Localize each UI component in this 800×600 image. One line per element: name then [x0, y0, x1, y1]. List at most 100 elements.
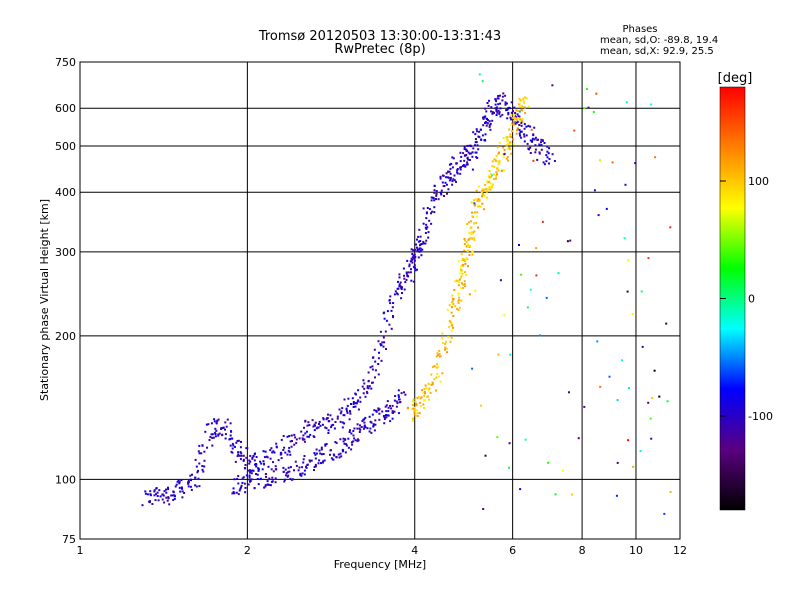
data-point — [324, 426, 327, 429]
data-point — [473, 239, 476, 241]
data-point — [499, 94, 501, 97]
data-point — [475, 189, 478, 192]
data-point — [420, 396, 423, 399]
data-point — [262, 460, 265, 463]
data-point — [468, 152, 471, 155]
data-point — [521, 118, 524, 121]
data-point — [463, 243, 466, 245]
data-point — [423, 390, 426, 393]
data-point — [195, 485, 198, 488]
data-point — [484, 122, 486, 124]
noise-point — [508, 442, 511, 445]
data-point — [284, 478, 286, 481]
data-point — [514, 116, 517, 119]
data-point — [418, 396, 421, 398]
data-point — [414, 414, 417, 417]
data-point — [187, 481, 189, 484]
noise-point — [624, 183, 627, 186]
data-point — [514, 112, 517, 114]
data-point — [361, 420, 364, 423]
phase-box-line-o: mean, sd,O: -89.8, 19.4 — [600, 35, 718, 46]
data-point — [270, 468, 273, 471]
data-point — [449, 167, 452, 170]
data-point — [315, 452, 318, 455]
data-point — [490, 172, 492, 175]
data-point — [475, 151, 478, 154]
data-point — [525, 125, 528, 128]
data-point — [179, 490, 182, 493]
noise-point — [583, 405, 586, 408]
data-point — [495, 114, 498, 116]
data-point — [167, 488, 170, 491]
data-point — [431, 210, 434, 213]
data-point — [346, 411, 349, 414]
data-point — [412, 249, 415, 252]
noise-point — [632, 465, 635, 468]
data-point — [469, 144, 472, 147]
data-point — [448, 170, 451, 173]
data-point — [450, 336, 453, 339]
data-point — [444, 346, 447, 349]
data-point — [529, 152, 532, 154]
data-point — [364, 416, 367, 419]
data-point — [436, 352, 439, 355]
data-point — [463, 146, 466, 149]
chart-subtitle: RwPretec (8p) — [334, 42, 425, 57]
data-point — [502, 169, 505, 172]
data-point — [334, 421, 337, 423]
data-point — [358, 431, 361, 433]
noise-point — [597, 214, 600, 217]
data-point — [505, 157, 508, 160]
data-point — [187, 479, 190, 482]
data-point — [268, 483, 271, 486]
data-point — [543, 142, 546, 144]
data-point — [370, 387, 373, 390]
data-point — [303, 438, 306, 441]
data-point — [149, 494, 152, 497]
data-point — [269, 449, 272, 452]
data-point — [287, 449, 290, 452]
data-point — [441, 337, 444, 340]
data-point — [206, 446, 208, 449]
data-point — [463, 283, 466, 286]
data-point — [489, 186, 492, 188]
data-point — [455, 180, 457, 183]
noise-point — [665, 322, 668, 325]
data-point — [339, 452, 342, 455]
data-point — [232, 491, 235, 493]
data-point — [282, 435, 285, 437]
data-point — [282, 466, 285, 469]
data-point — [250, 472, 253, 475]
data-point — [518, 102, 521, 105]
data-point — [248, 476, 251, 479]
data-point — [201, 465, 204, 467]
data-point — [450, 329, 453, 332]
data-point — [156, 495, 159, 497]
data-point — [303, 455, 306, 457]
data-point — [239, 446, 242, 449]
data-point — [350, 441, 353, 444]
data-point — [459, 160, 462, 163]
data-point — [366, 427, 369, 430]
noise-point — [496, 436, 499, 439]
data-point — [509, 152, 512, 155]
data-point — [244, 464, 247, 466]
data-point — [196, 471, 199, 474]
data-point — [490, 110, 492, 113]
data-point — [372, 424, 375, 427]
data-point — [420, 254, 423, 257]
data-point — [423, 407, 426, 409]
data-point — [492, 183, 494, 186]
data-point — [430, 222, 433, 225]
noise-point — [628, 387, 630, 390]
data-point — [359, 428, 362, 431]
data-point — [254, 463, 257, 465]
data-point — [321, 461, 324, 464]
noise-point — [608, 375, 611, 378]
data-point — [551, 153, 554, 156]
data-point — [502, 146, 505, 149]
data-point — [238, 489, 241, 492]
data-point — [532, 134, 535, 137]
data-point — [529, 125, 532, 128]
